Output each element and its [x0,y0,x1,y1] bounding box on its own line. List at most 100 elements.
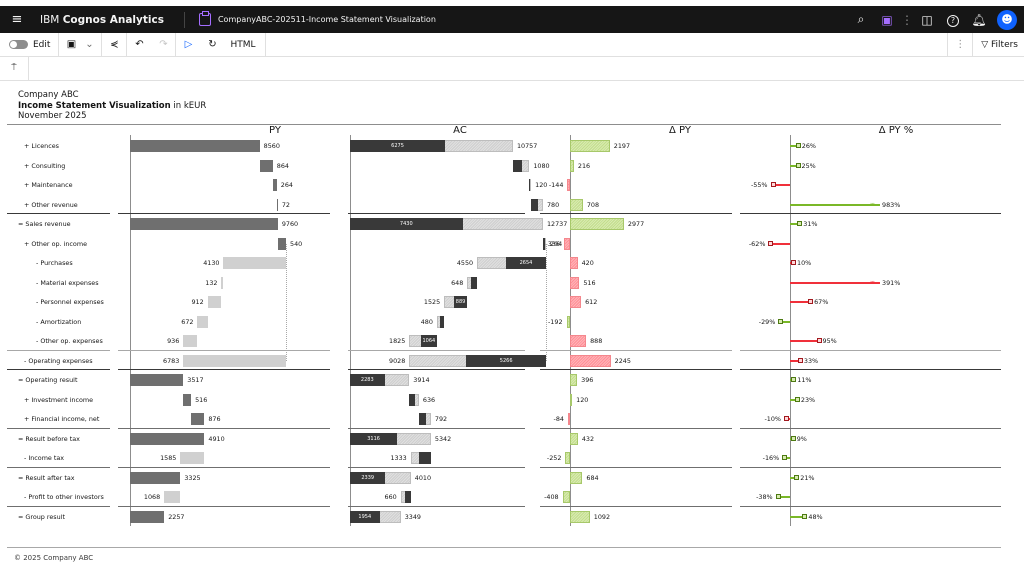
delta-pct-marker [784,416,789,421]
ac-value: 12737 [546,220,568,228]
delta-bar [570,335,587,347]
ac-value: 3349 [404,512,421,521]
page-structure-icon[interactable]: ⍑ [0,57,29,81]
delta-bar [562,491,570,503]
row-label: = Operating result [18,376,78,384]
delta-pct-pin [790,398,797,401]
delta-value: 612 [585,298,598,306]
delta-value: -336 [545,239,560,248]
row-separator [540,349,732,351]
delta-value: 432 [581,434,595,443]
delta-value: 120 [576,395,589,404]
ac-inner-value: 3116 [367,435,380,442]
ac-inner-value: 1954 [358,513,372,520]
delta-pct-marker [782,455,788,460]
delta-value: 2245 [614,356,631,365]
ac-bar-fill [466,354,547,367]
delta-bar [567,179,570,191]
py-bar [183,354,287,367]
save-chevron-down-icon[interactable]: ⌄ [85,39,94,50]
delta-bar [570,432,578,445]
report-title: Income Statement Visualization in kEUR [18,100,207,111]
row-separator [348,427,525,429]
row-label: = Result before tax [18,434,80,443]
row-separator [7,466,110,468]
filters-button[interactable]: ▽ Filters [981,39,1018,50]
row-label: - Amortization [36,317,82,326]
row-label: - Income tax [24,454,65,462]
hamburger-menu-icon[interactable]: ≡ [11,12,23,27]
ac-value: 636 [422,395,436,404]
overflow-arrow-icon: ››› [870,200,875,208]
row-label: - Personnel expenses [36,298,104,306]
delta-pct-value: -29% [758,317,776,326]
py-value: 4130 [203,259,220,267]
delta-pct-marker [795,162,801,168]
redo-icon[interactable]: ↷ [159,39,168,50]
refresh-icon[interactable]: ↻ [208,39,217,50]
delta-pct-pin [790,301,811,303]
preview-icon[interactable]: ◫ [921,12,933,27]
delta-pct-marker [775,494,781,499]
more-options-icon[interactable]: ⋮ [901,12,913,27]
delta-pct-value: 10% [797,259,812,267]
delta-pct-pin [790,515,805,518]
ac-value: 792 [434,415,448,423]
delta-value: -252 [546,454,562,462]
delta-value: 516 [583,278,596,287]
report-header: Company ABC Income Statement Visualizati… [18,90,206,122]
row-separator [740,349,1001,351]
row-separator [7,349,110,351]
row-label: + Other op. income [24,239,87,248]
delta-pct-marker [816,338,822,343]
delta-pct-pin [778,496,790,498]
delta-value: 2197 [613,142,631,150]
help-icon[interactable]: ? [940,12,966,27]
notifications-icon[interactable]: 🔔︎ [971,12,987,27]
user-avatar[interactable]: ☻ [997,9,1017,30]
row-separator [118,369,330,371]
toolbar-more-icon[interactable]: ⋮ [955,39,966,50]
ac-bar-fill [439,315,445,328]
report-toolbar: Edit ▣ ⌄ ⋞ ↶ ↷ ▷ ↻ HTML ⋮ ▽ Filters [0,32,1024,57]
delta-pct-pin [790,281,880,284]
ac-value: 480 [420,317,433,326]
ac-bar-fill [350,432,398,445]
delta-value: -408 [544,493,559,501]
py-value: 3517 [187,376,204,384]
app-header: ≡ IBM Cognos Analytics CompanyABC-202511… [0,6,1024,33]
search-icon[interactable]: ⌕ [857,12,865,26]
delta-bar [566,315,570,328]
py-value: 864 [276,161,289,170]
py-bar [183,335,198,347]
chat-assistant-icon[interactable]: ▣ [881,12,893,27]
row-separator [540,427,732,429]
output-format-button[interactable]: HTML [230,39,256,50]
axis-line-1 [350,135,351,526]
share-icon[interactable]: ⋞ [110,39,119,50]
undo-icon[interactable]: ↶ [135,39,144,50]
save-icon[interactable]: ▣ [66,39,77,50]
row-label: - Purchases [36,259,73,267]
row-separator [118,349,330,351]
row-separator [348,466,525,468]
ac-bar-fill [409,393,415,406]
row-separator [348,213,525,215]
row-separator [540,466,732,468]
delta-pct-value: 67% [814,298,829,306]
delta-value: 888 [590,337,603,345]
py-value: 3325 [184,473,201,482]
header-divider [183,11,185,28]
edit-toggle[interactable] [9,40,28,49]
delta-value: 1092 [593,512,611,521]
delta-bar [570,198,583,211]
delta-value: 216 [577,161,591,170]
run-icon[interactable]: ▷ [184,39,193,50]
footer-rule [7,547,1001,548]
row-label: + Licences [24,142,59,150]
row-label: - Material expenses [36,278,99,287]
delta-pct-value: 25% [801,161,816,170]
delta-pct-pin [785,457,790,459]
py-value: 1068 [143,493,161,501]
row-separator [540,213,732,215]
